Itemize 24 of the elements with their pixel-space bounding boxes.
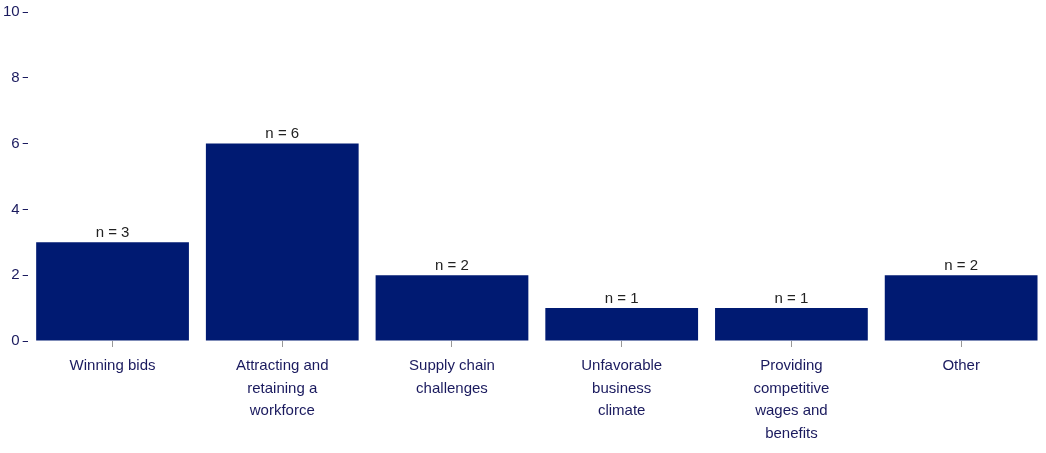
bar [545, 308, 699, 341]
bar [375, 275, 529, 341]
data-label: n = 2 [435, 255, 469, 273]
bar [715, 308, 868, 341]
x-tick-label: Other [942, 356, 980, 374]
x-tick-label: Supply chain challenges [409, 356, 495, 396]
data-label: n = 1 [774, 288, 809, 306]
y-tick-label: 2 [11, 265, 20, 283]
data-label: n = 6 [265, 124, 300, 142]
x-tick-label: Unfavorable business climate [581, 356, 663, 419]
x-tick-label: Attracting and retaining a workforce [235, 356, 329, 419]
y-tick-label: 8 [11, 67, 20, 85]
bar [884, 275, 1038, 341]
y-tick-label: 10 [3, 2, 20, 20]
data-label: n = 2 [944, 255, 979, 273]
y-tick-label: 4 [11, 199, 20, 217]
data-label: n = 3 [95, 222, 130, 240]
y-tick-label: 6 [11, 133, 20, 151]
bar [205, 143, 359, 341]
x-tick-label: Providing competitive wages and benefits [753, 356, 830, 441]
x-tick-label: Winning bids [69, 356, 156, 374]
bar [36, 242, 189, 341]
y-tick-label: 0 [11, 331, 20, 349]
data-label: n = 1 [604, 288, 639, 306]
